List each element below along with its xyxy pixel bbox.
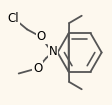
Text: O: O bbox=[36, 30, 45, 43]
Text: Cl: Cl bbox=[8, 12, 19, 25]
Text: O: O bbox=[33, 62, 42, 75]
Text: N: N bbox=[48, 45, 57, 58]
